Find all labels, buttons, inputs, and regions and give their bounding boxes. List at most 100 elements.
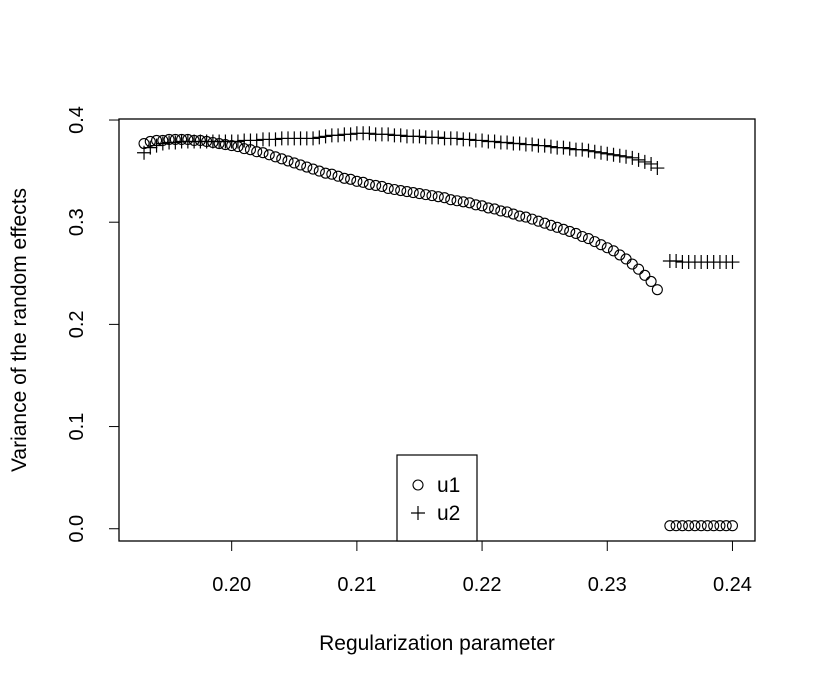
data-point-u1 (351, 175, 363, 187)
data-point-u1 (676, 520, 688, 532)
data-point-u1 (282, 155, 294, 167)
x-axis: 0.20 0.21 0.22 0.23 0.24 (212, 540, 752, 596)
data-point-u1 (345, 173, 357, 185)
data-point-u1 (501, 206, 513, 218)
data-point-u1 (639, 269, 651, 281)
data-point-u2 (625, 150, 640, 165)
data-point-u1 (589, 236, 601, 248)
data-point-u2 (381, 127, 396, 142)
data-point-u2 (525, 137, 540, 152)
data-point-u1 (576, 230, 588, 243)
data-point-u1 (582, 232, 595, 245)
y-axis: 0.0 0.1 0.2 0.3 0.4 (66, 106, 120, 543)
data-point-u2 (143, 140, 158, 155)
data-point-u1 (426, 190, 438, 202)
data-point-u1 (595, 239, 607, 251)
data-point-u2 (606, 147, 621, 162)
data-point-u1 (395, 184, 407, 197)
series-layer (137, 126, 740, 532)
data-point-u1 (476, 200, 488, 212)
data-point-u1 (464, 197, 476, 209)
data-point-u2 (268, 132, 283, 147)
data-point-u1 (357, 176, 369, 188)
data-point-u1 (714, 520, 726, 532)
data-point-u1 (445, 194, 457, 206)
legend-item-u2: u2 (411, 502, 460, 525)
data-point-u1 (482, 202, 494, 214)
data-point-u1 (257, 147, 269, 159)
data-point-u1 (432, 191, 444, 203)
data-point-u1 (338, 172, 350, 184)
data-point-u1 (294, 159, 307, 171)
data-point-u2 (462, 132, 477, 147)
data-point-u2 (594, 145, 609, 160)
data-point-u2 (637, 154, 652, 169)
data-point-u2 (475, 133, 490, 148)
x-axis-label: Regularization parameter (319, 632, 555, 655)
data-point-u1 (413, 188, 426, 200)
data-point-u1 (326, 168, 338, 180)
data-point-u2 (230, 134, 245, 149)
data-point-u1 (401, 185, 413, 198)
data-point-u1 (539, 217, 551, 229)
data-point-u1 (689, 520, 701, 532)
data-point-u2 (581, 143, 596, 158)
data-point-u1 (307, 163, 319, 175)
data-point-u1 (495, 205, 507, 217)
data-point-u1 (626, 258, 638, 270)
data-point-u2 (306, 131, 321, 146)
data-point-u1 (363, 178, 375, 190)
data-point-u1 (288, 157, 300, 169)
data-point-u2 (669, 254, 684, 269)
y-tick-label: 0.0 (66, 515, 88, 543)
data-point-u2 (575, 142, 590, 157)
data-point-u1 (664, 520, 676, 532)
y-axis-label: Variance of the random effects (8, 188, 31, 472)
y-tick-label: 0.1 (66, 413, 88, 441)
data-point-u1 (470, 199, 482, 211)
data-point-u2 (587, 144, 602, 159)
data-point-u1 (388, 183, 400, 196)
data-point-u2 (562, 141, 577, 156)
legend-box (396, 454, 478, 542)
data-point-u2 (155, 136, 170, 151)
data-point-u2 (312, 130, 327, 145)
data-point-u1 (376, 180, 388, 192)
legend-marker-u2 (411, 506, 425, 520)
data-point-u2 (249, 133, 264, 148)
data-point-u1 (614, 249, 626, 261)
data-point-u1 (670, 520, 682, 532)
data-point-u1 (607, 245, 620, 257)
data-point-u1 (701, 520, 713, 532)
data-point-u2 (393, 128, 408, 143)
y-tick-label: 0.3 (66, 208, 88, 236)
x-tick-label: 0.23 (588, 574, 627, 596)
data-point-u1 (382, 182, 394, 195)
x-tick-label: 0.22 (463, 574, 502, 596)
legend-label: u1 (437, 474, 460, 497)
data-point-u2 (500, 135, 515, 150)
data-point-u1 (726, 520, 739, 532)
data-point-u2 (149, 138, 164, 153)
data-point-u2 (600, 146, 615, 161)
x-tick-label: 0.20 (212, 574, 251, 596)
data-point-u1 (489, 203, 501, 215)
data-point-u1 (520, 211, 532, 223)
data-point-u1 (708, 520, 720, 532)
x-tick-label: 0.24 (713, 574, 752, 596)
data-point-u2 (537, 138, 552, 153)
series-u2 (137, 126, 740, 270)
data-point-u1 (570, 227, 582, 239)
x-tick-label: 0.21 (337, 574, 376, 596)
legend-label: u2 (437, 502, 460, 525)
data-point-u1 (526, 213, 538, 225)
data-point-u1 (269, 151, 282, 163)
data-point-u2 (331, 128, 346, 143)
legend-marker-u1 (412, 479, 424, 491)
data-point-u2 (631, 152, 646, 167)
data-point-u1 (301, 161, 313, 173)
data-point-u2 (168, 135, 183, 150)
